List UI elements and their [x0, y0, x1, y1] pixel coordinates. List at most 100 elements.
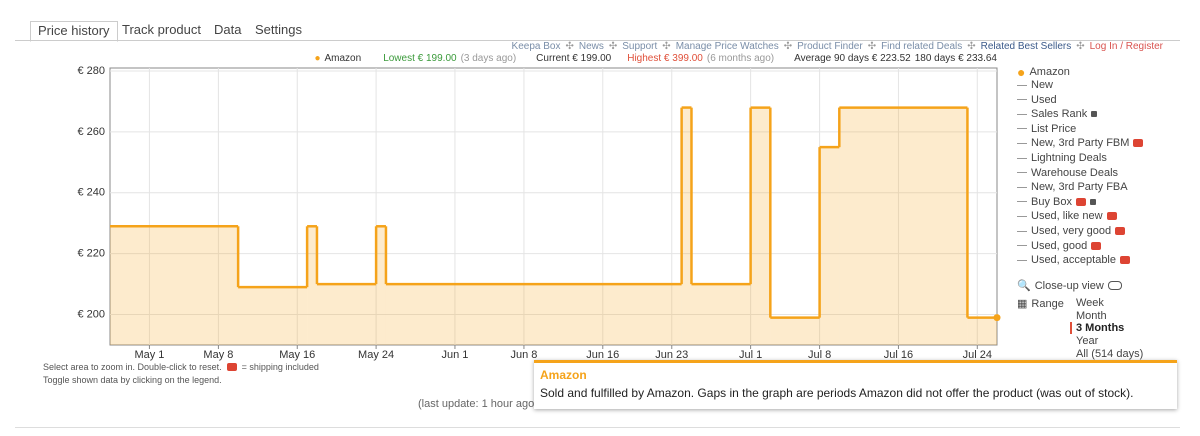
legend-item[interactable]: List Price	[1017, 123, 1076, 135]
link[interactable]: News	[578, 41, 604, 52]
closeup-toggle[interactable]: 🔍 Close-up view	[1017, 279, 1122, 292]
area-segment	[376, 226, 386, 345]
area-segment	[238, 287, 308, 345]
plot-area	[109, 67, 998, 346]
link[interactable]: Keepa Box	[511, 41, 561, 52]
legend-label: New, 3rd Party FBM	[1031, 137, 1130, 150]
area-segment	[967, 317, 997, 345]
stat-average: Average 90 days € 223.52	[794, 53, 911, 64]
legend-item[interactable]: Sales Rank	[1017, 108, 1098, 121]
legend-item[interactable]: Used, like new	[1017, 210, 1117, 222]
legend-label: Used, good	[1031, 239, 1088, 252]
x-tick-label: Jul 8	[808, 349, 831, 361]
area-segment	[770, 317, 820, 345]
area-segment	[681, 107, 692, 345]
note: Select area to zoom in. Double-click to …	[43, 362, 319, 372]
legend-item[interactable]: New, 3rd Party FBM	[1017, 137, 1144, 150]
note: Toggle shown data by clicking on the leg…	[43, 375, 222, 385]
closeup-label: Close-up view	[1034, 279, 1104, 292]
note-text: = shipping included	[241, 362, 319, 372]
area-segment	[819, 147, 840, 345]
stat-current: Current € 199.00	[536, 53, 612, 64]
legend-label: Used	[1031, 93, 1057, 106]
stat-series: Amazon	[324, 53, 362, 64]
stats-bar: ● Amazon Lowest € 199.00 (3 days ago) Cur…	[314, 53, 997, 64]
x-tick-label: Jul 24	[963, 349, 992, 361]
legend-label: Used, very good	[1031, 225, 1112, 237]
link[interactable]: Log In / Register	[1089, 41, 1163, 52]
link[interactable]: Related Best Sellers	[980, 41, 1072, 52]
area-segment	[691, 284, 751, 345]
range-option[interactable]: All (514 days)	[1076, 348, 1144, 360]
legend-item[interactable]: Warehouse Deals	[1017, 167, 1118, 179]
tab[interactable]: Track product	[122, 22, 201, 37]
area-segment	[385, 284, 682, 345]
stat-lowest-when: (3 days ago)	[460, 53, 517, 64]
link[interactable]: Manage Price Watches	[675, 41, 779, 52]
legend-label: Used, acceptable	[1031, 254, 1116, 267]
legend-label: Lightning Deals	[1031, 152, 1107, 164]
tooltip-title: Amazon	[540, 368, 587, 382]
legend-item[interactable]: Buy Box	[1017, 196, 1096, 208]
x-tick-label: May 8	[203, 349, 233, 361]
legend-item[interactable]: New	[1017, 79, 1053, 91]
x-tick-label: May 24	[358, 349, 394, 361]
x-tick-label: May 1	[134, 349, 164, 361]
x-tick-label: Jun 8	[510, 349, 537, 361]
tooltip-text: Sold and fulfilled by Amazon. Gaps in th…	[540, 386, 1134, 400]
tab[interactable]: Price history	[30, 21, 118, 42]
tab-rule	[15, 40, 1180, 41]
legend-label: New	[1031, 79, 1054, 91]
tab[interactable]: Data	[214, 22, 242, 37]
legend-label: List Price	[1031, 122, 1077, 135]
y-tick-label: € 220	[77, 248, 105, 260]
legend-item[interactable]: Used, very good	[1017, 225, 1126, 237]
area-segment	[316, 284, 377, 345]
range-option[interactable]: Year	[1076, 335, 1099, 347]
stat-highest-when: (6 months ago)	[706, 53, 775, 64]
range-option[interactable]: Month	[1076, 310, 1107, 322]
end-point	[993, 314, 1001, 322]
legend-item[interactable]: New, 3rd Party FBA	[1017, 181, 1128, 193]
x-tick-label: Jun 23	[655, 349, 688, 361]
note-text: Select area to zoom in. Double-click to …	[43, 362, 222, 372]
area-segment	[110, 226, 239, 345]
x-tick-label: Jun 16	[586, 349, 619, 361]
range-label: Range	[1031, 297, 1064, 310]
x-tick-label: Jul 16	[884, 349, 913, 361]
tooltip: Amazon Sold and fulfilled by Amazon. Gap…	[534, 360, 1177, 409]
legend-item[interactable]: Used, acceptable	[1017, 254, 1130, 266]
legend-label: Used, like new	[1031, 210, 1103, 223]
y-tick-label: € 280	[77, 65, 105, 77]
legend-label: Warehouse Deals	[1031, 166, 1119, 179]
last-update: (last update: 1 hour ago	[418, 398, 535, 410]
chart[interactable]: € 200 € 220 € 240 € 260 € 280 May 1 May 8 May 1…	[0, 0, 1010, 365]
link[interactable]: Product Finder	[797, 41, 863, 52]
legend-item[interactable]: Used	[1017, 94, 1057, 106]
legend-label: Buy Box	[1031, 195, 1072, 208]
area-segment	[307, 226, 317, 345]
legend-item[interactable]: ● Amazon	[1017, 64, 1070, 80]
x-tick-label: Jul 1	[739, 349, 762, 361]
legend-label: Sales Rank	[1031, 108, 1088, 121]
legend-label: Amazon	[1029, 66, 1070, 78]
y-tick-label: € 200	[77, 308, 105, 320]
legend-item[interactable]: Used, good	[1017, 239, 1102, 252]
area-segment	[750, 107, 771, 345]
link[interactable]: Find related Deals	[881, 41, 963, 52]
bottom-rule	[15, 427, 1180, 428]
range-option[interactable]: Week	[1076, 297, 1104, 309]
area-segment	[839, 107, 968, 345]
y-tick-label: € 260	[77, 126, 105, 138]
legend-label: New, 3rd Party FBA	[1031, 181, 1128, 194]
range-option-selected[interactable]: 3 Months	[1070, 322, 1124, 334]
link[interactable]: Support	[622, 41, 658, 52]
x-tick-label: Jun 1	[441, 349, 468, 361]
tab[interactable]: Settings	[255, 22, 302, 37]
y-tick-label: € 240	[77, 187, 105, 199]
stat-highest: Highest € 399.00	[627, 53, 703, 64]
legend-item[interactable]: Lightning Deals	[1017, 152, 1107, 164]
links-bar: Keepa Box ✣ News ✣ Support ✣ Manage Price W…	[511, 41, 1163, 52]
stat-average: 180 days € 233.64	[914, 53, 997, 64]
